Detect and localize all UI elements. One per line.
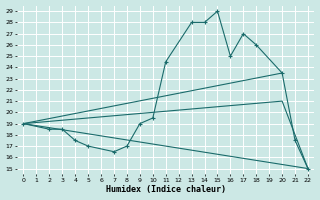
X-axis label: Humidex (Indice chaleur): Humidex (Indice chaleur) [106, 185, 226, 194]
